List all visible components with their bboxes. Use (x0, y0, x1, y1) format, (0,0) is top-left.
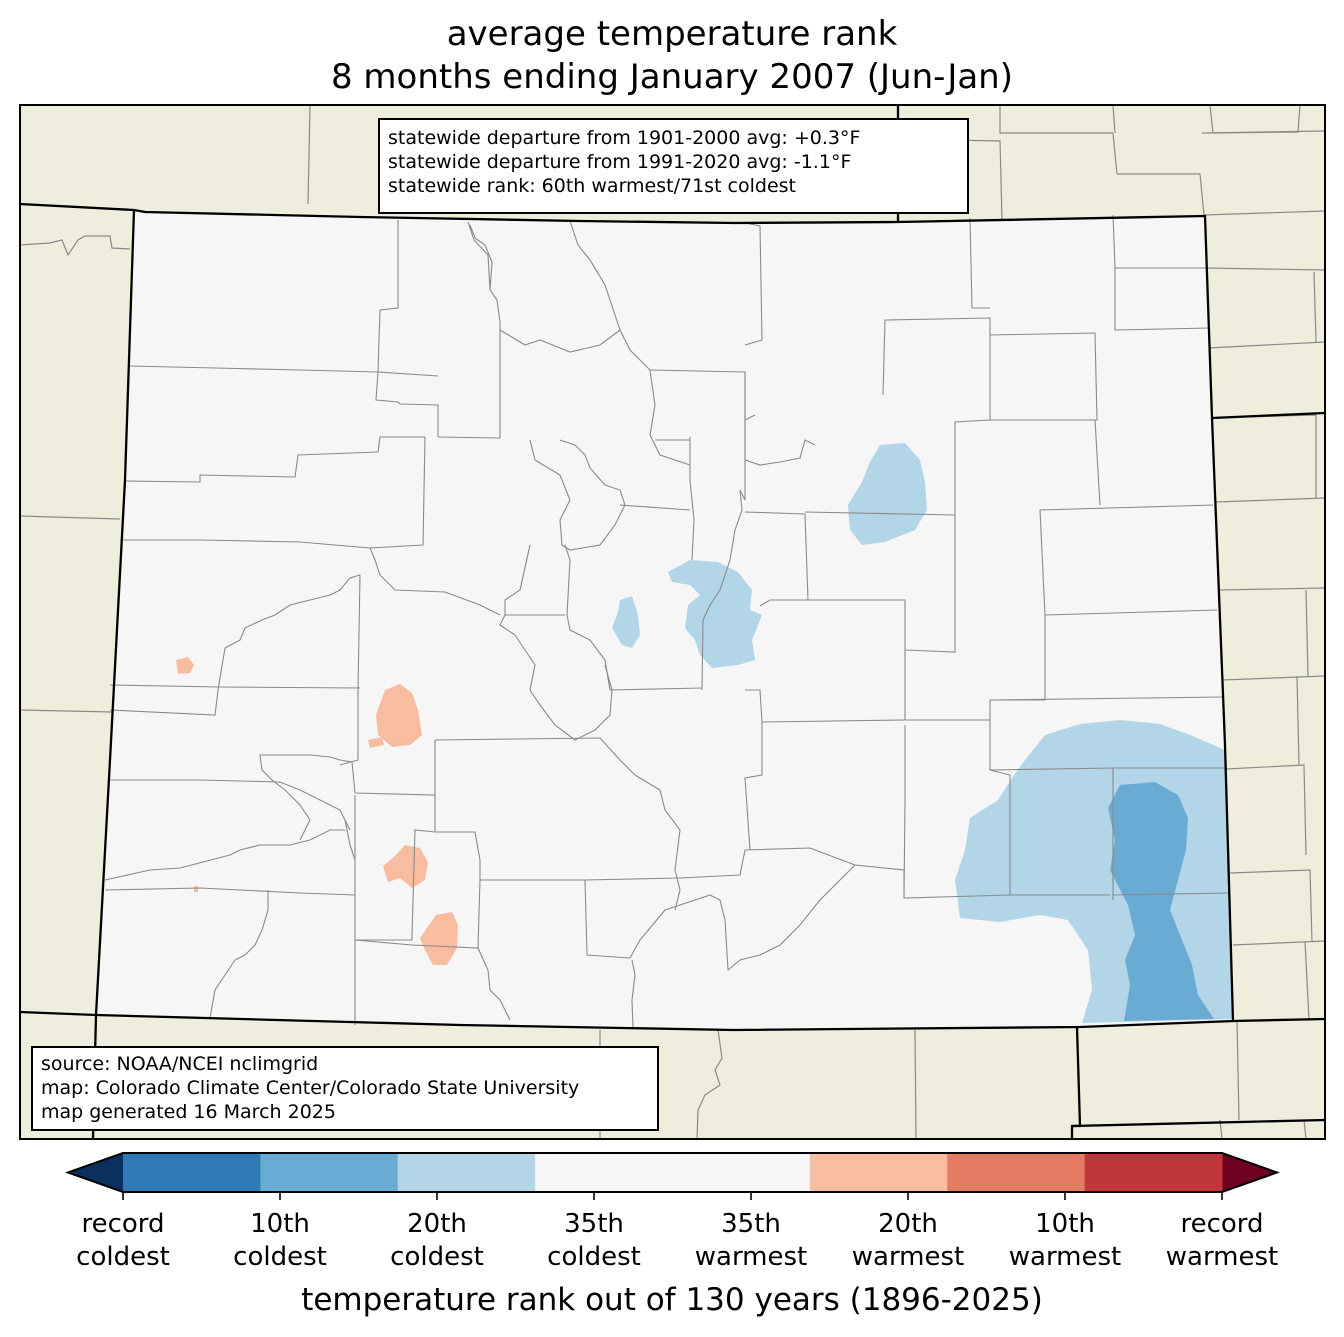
tick-label-kind: coldest (547, 1242, 641, 1272)
tick-label-kind: warmest (694, 1242, 808, 1272)
tick-label-rank: 35th (721, 1209, 781, 1239)
colorbar-tick-label: record coldest (53, 1208, 193, 1274)
colorado-fill (96, 210, 1233, 1030)
title-line-2: 8 months ending January 2007 (Jun-Jan) (330, 57, 1013, 97)
tick-label-rank: 20th (878, 1209, 938, 1239)
warm-patch-6 (194, 886, 198, 892)
cool-patch-southeast-core (1108, 782, 1214, 1021)
warm-patch-1 (376, 684, 422, 747)
colorbar-segment (123, 1153, 261, 1192)
colorbar-segment (809, 1153, 948, 1192)
colorbar-over-extension (1222, 1153, 1277, 1192)
colorbar-segment (397, 1153, 536, 1192)
tick-label-rank: 20th (407, 1209, 467, 1239)
colorbar-tick-label: 20th coldest (367, 1208, 507, 1274)
title-line-1: average temperature rank (446, 14, 898, 54)
cool-patch-northeast (848, 443, 927, 545)
tick-label-rank: record (1180, 1209, 1264, 1239)
source-line: source: NOAA/NCEI nclimgrid (41, 1053, 319, 1075)
warm-patch-4 (420, 912, 458, 965)
colorbar-segment (672, 1153, 811, 1192)
colorbar-under-extension (68, 1153, 123, 1192)
cool-patch-central (668, 560, 762, 668)
warm-patch-5 (176, 657, 194, 674)
map-frame (19, 104, 1326, 1140)
tick-label-rank: 10th (1035, 1209, 1095, 1239)
tick-label-rank: 35th (564, 1209, 624, 1239)
generated-date-line: map generated 16 March 2025 (41, 1101, 336, 1123)
tick-label-kind: coldest (76, 1242, 170, 1272)
tick-label-rank: record (81, 1209, 165, 1239)
cool-patch-central-small (612, 596, 640, 648)
anomaly-patches (176, 443, 1233, 1023)
tick-label-kind: warmest (1165, 1242, 1279, 1272)
statewide-stats-box: statewide departure from 1901-2000 avg: … (378, 118, 969, 214)
colorbar-segment (1084, 1153, 1223, 1192)
colorbar-segment (535, 1153, 673, 1192)
colorbar-tick-label: 35th coldest (524, 1208, 664, 1274)
source-box: source: NOAA/NCEI nclimgrid map: Colorad… (31, 1046, 659, 1131)
colorbar-label: temperature rank out of 130 years (1896-… (301, 1282, 1043, 1318)
warm-patch-2 (368, 737, 384, 748)
tick-label-kind: coldest (233, 1242, 327, 1272)
colorbar-segment (260, 1153, 399, 1192)
tick-label-kind: warmest (1008, 1242, 1122, 1272)
colorbar-tick-label: 10th coldest (210, 1208, 350, 1274)
tick-label-rank: 10th (250, 1209, 310, 1239)
tick-label-kind: warmest (851, 1242, 965, 1272)
map-credit-line: map: Colorado Climate Center/Colorado St… (41, 1077, 580, 1099)
county-lines (104, 214, 1231, 1029)
colorbar-tick-label: 10th warmest (995, 1208, 1135, 1274)
warm-patch-3 (383, 845, 428, 888)
stats-departure-1901-2000: statewide departure from 1901-2000 avg: … (388, 127, 861, 149)
stats-rank: statewide rank: 60th warmest/71st coldes… (388, 175, 797, 197)
tick-label-kind: coldest (390, 1242, 484, 1272)
colorbar-segment (947, 1153, 1086, 1192)
stats-departure-1991-2020: statewide departure from 1991-2020 avg: … (388, 151, 852, 173)
neighbor-county-lines (19, 104, 1326, 1140)
colorbar-tick-label: 20th warmest (838, 1208, 978, 1274)
colorbar-tick-label: 35th warmest (681, 1208, 821, 1274)
colorbar-tick-label: record warmest (1152, 1208, 1292, 1274)
colorbar (65, 1152, 1280, 1200)
